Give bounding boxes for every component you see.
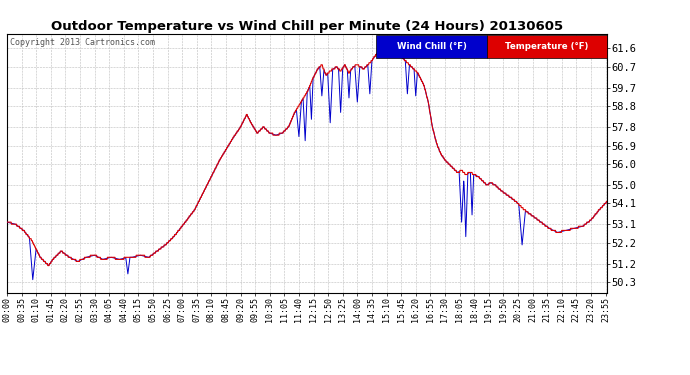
Title: Outdoor Temperature vs Wind Chill per Minute (24 Hours) 20130605: Outdoor Temperature vs Wind Chill per Mi… xyxy=(51,20,563,33)
FancyBboxPatch shape xyxy=(487,35,607,58)
Text: Temperature (°F): Temperature (°F) xyxy=(506,42,589,51)
Text: Copyright 2013 Cartronics.com: Copyright 2013 Cartronics.com xyxy=(10,38,155,46)
Text: Wind Chill (°F): Wind Chill (°F) xyxy=(397,42,466,51)
FancyBboxPatch shape xyxy=(376,35,487,58)
